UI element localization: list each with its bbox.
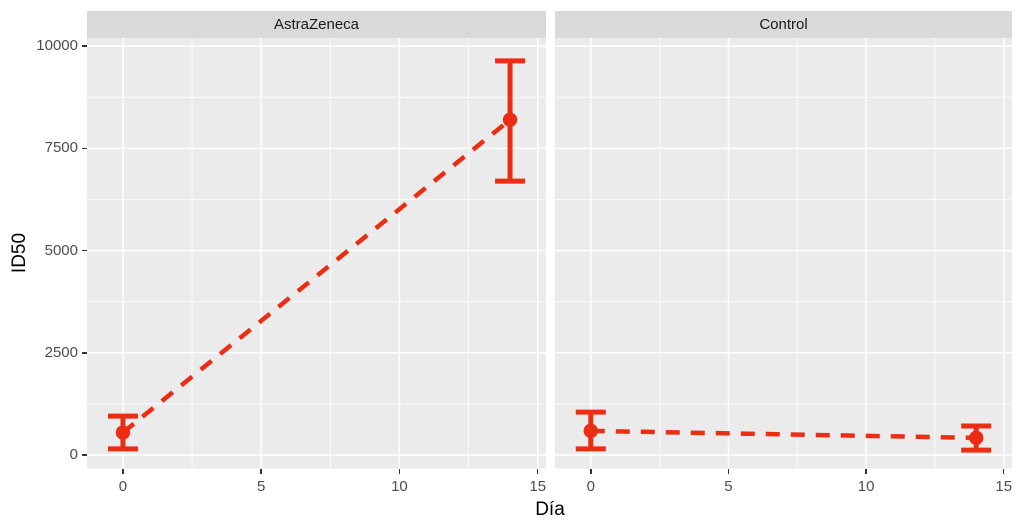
panel-control [555, 38, 1012, 469]
y-tick-label: 7500 [44, 139, 78, 157]
facet-strip-astrazeneca: AstraZeneca [87, 11, 546, 38]
x-tick-label: 5 [724, 477, 733, 495]
x-tick-mark [398, 468, 401, 474]
x-tick-label: 0 [586, 477, 595, 495]
x-tick-mark [865, 468, 867, 474]
x-tick-label: 10 [391, 477, 408, 495]
facet-strip-label: Control [759, 16, 808, 33]
x-tick-mark [590, 468, 592, 474]
x-tick-mark [536, 468, 539, 474]
x-tick-mark [122, 468, 124, 474]
y-tick-mark [82, 249, 87, 252]
y-tick-mark [82, 45, 87, 47]
panel-background [87, 38, 546, 469]
x-tick-mark [1002, 468, 1005, 474]
trend-line [121, 118, 512, 435]
data-point [502, 112, 518, 127]
x-tick-label: 10 [857, 477, 875, 495]
y-tick-mark [82, 454, 87, 456]
y-tick-mark [82, 352, 87, 354]
data-point [969, 430, 984, 446]
y-tick-label: 2500 [44, 343, 78, 361]
data-point [583, 423, 598, 439]
panel-background [555, 38, 1012, 469]
y-tick-mark [82, 147, 87, 150]
x-tick-mark [260, 468, 262, 474]
x-tick-label: 15 [995, 477, 1013, 495]
x-tick-label: 15 [529, 477, 547, 495]
facet-strip-control: Control [555, 11, 1012, 38]
data-point [115, 425, 131, 440]
x-tick-label: 0 [118, 477, 128, 495]
y-tick-label: 10000 [36, 37, 78, 55]
x-axis-title: Día [535, 499, 565, 520]
y-tick-label: 5000 [44, 241, 78, 259]
facet-strip-label: AstraZeneca [273, 16, 360, 33]
x-tick-mark [727, 468, 730, 474]
y-tick-label: 0 [69, 446, 78, 463]
panel-astrazeneca [87, 38, 546, 469]
x-tick-label: 5 [257, 477, 266, 495]
